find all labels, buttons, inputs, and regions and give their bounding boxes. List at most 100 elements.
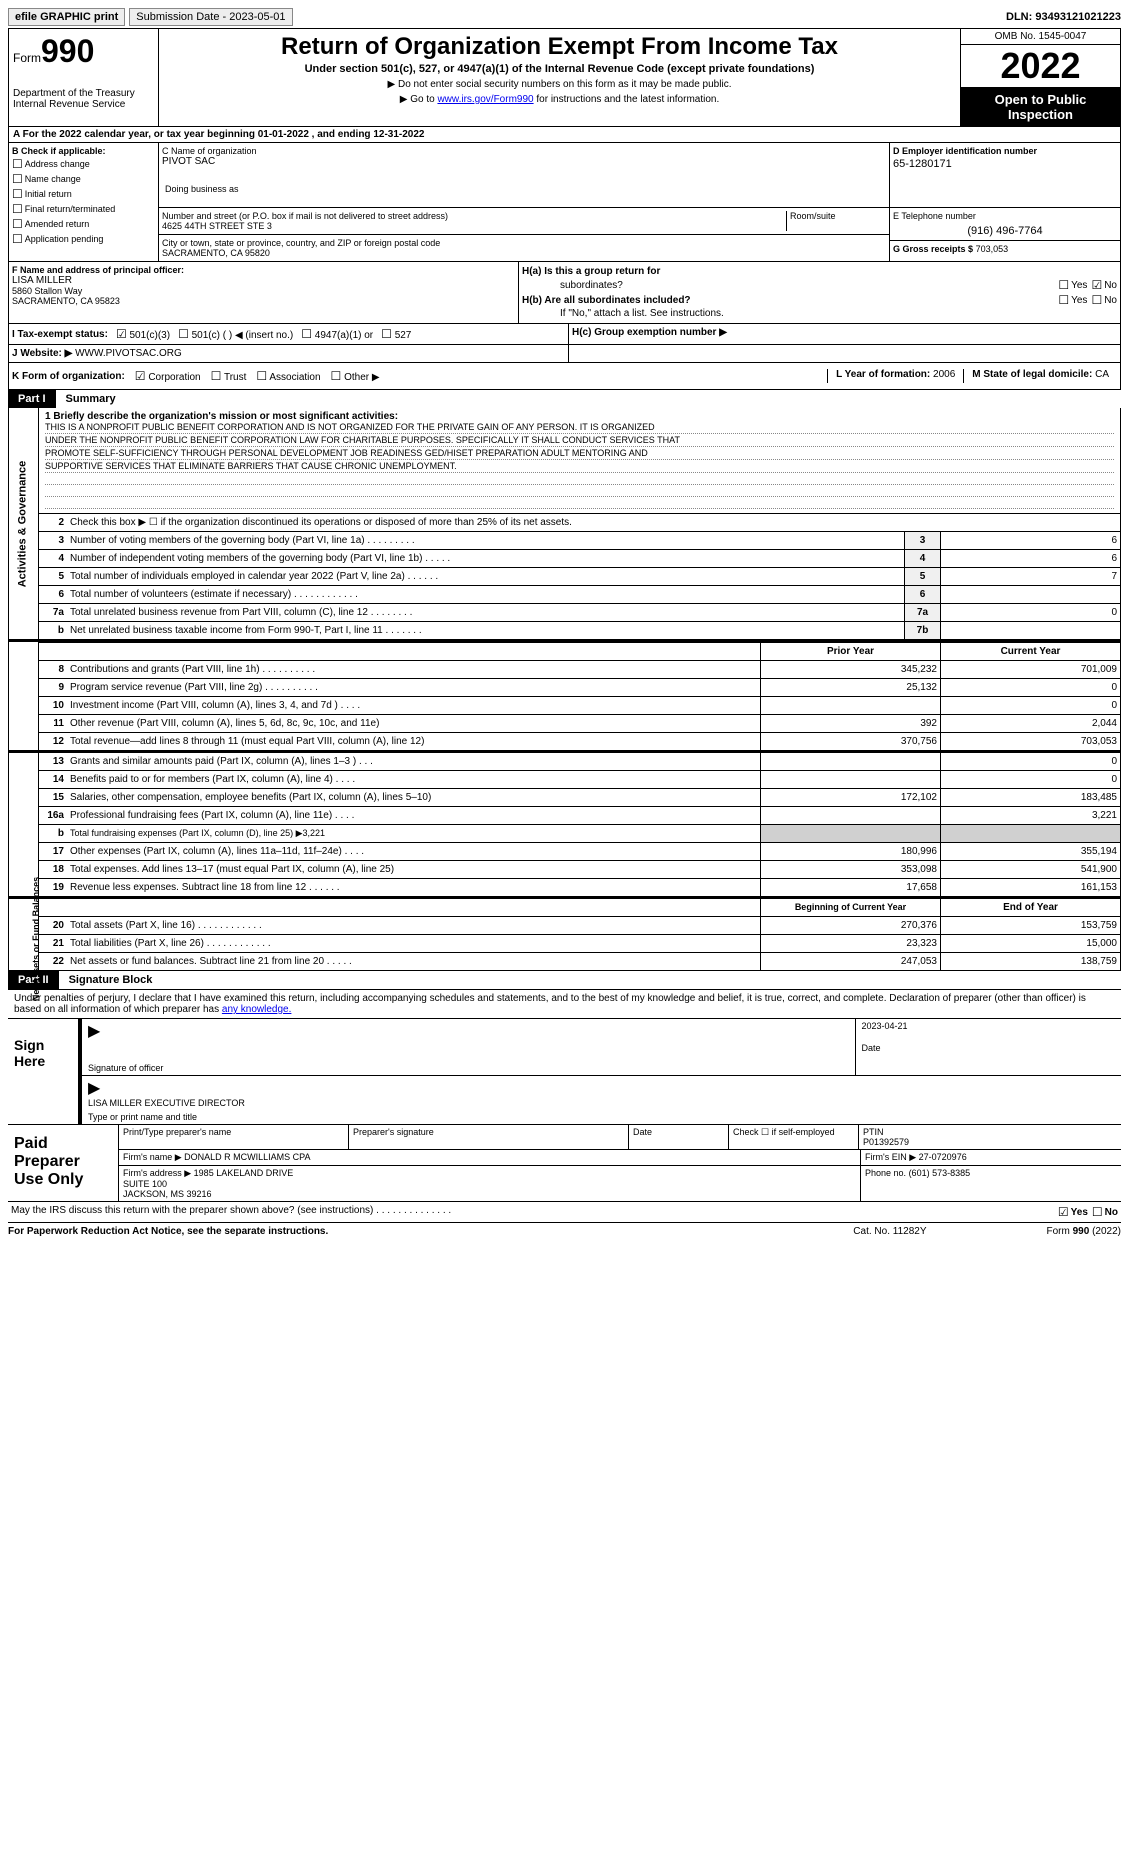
checkbox-amended[interactable] <box>12 217 23 231</box>
p22: 247,053 <box>760 953 940 970</box>
checkbox-initial[interactable] <box>12 187 23 201</box>
street-value: 4625 44TH STREET STE 3 <box>162 221 786 231</box>
tax-exempt-row: I Tax-exempt status: 501(c)(3) 501(c) ( … <box>8 324 1121 345</box>
checkbox-assoc[interactable] <box>256 372 267 383</box>
checkbox-discuss-yes[interactable] <box>1058 1205 1069 1219</box>
p18: 353,098 <box>760 861 940 878</box>
paid-preparer-block: Paid Preparer Use Only Print/Type prepar… <box>8 1124 1121 1202</box>
phone-label: Phone no. <box>865 1168 906 1178</box>
section-b: B Check if applicable: Address change Na… <box>9 143 159 261</box>
line-7b: Net unrelated business taxable income fr… <box>67 622 904 639</box>
checkbox-discuss-no[interactable] <box>1092 1205 1103 1219</box>
line-14: Benefits paid to or for members (Part IX… <box>67 771 760 788</box>
rev-section: Revenue Prior YearCurrent Year 8Contribu… <box>8 640 1121 751</box>
checkbox-527[interactable] <box>381 330 392 341</box>
lbl-yes2: Yes <box>1071 295 1087 306</box>
line-15: Salaries, other compensation, employee b… <box>67 789 760 806</box>
mission-label: 1 Briefly describe the organization's mi… <box>45 411 1114 422</box>
sign-here-block: Sign Here ▶ Signature of officer 2023-04… <box>8 1018 1121 1124</box>
sig-date-label: Date <box>862 1043 1116 1053</box>
checkbox-hb-no[interactable] <box>1091 293 1102 307</box>
efile-print-button[interactable]: efile GRAPHIC print <box>8 8 125 26</box>
submission-date-button[interactable]: Submission Date - 2023-05-01 <box>129 8 292 26</box>
part-1-num: Part I <box>8 390 56 408</box>
checkbox-app-pending[interactable] <box>12 232 23 246</box>
prior-year-hdr: Prior Year <box>760 643 940 660</box>
form-note-2: ▶ Go to www.irs.gov/Form990 for instruct… <box>163 94 956 105</box>
lbl-corp: Corporation <box>148 372 200 383</box>
form-subtitle: Under section 501(c), 527, or 4947(a)(1)… <box>163 63 956 75</box>
decl-link[interactable]: any knowledge. <box>222 1004 292 1015</box>
part-1-title: Summary <box>56 390 1121 408</box>
telephone-value: (916) 496-7764 <box>893 225 1117 237</box>
section-f: F Name and address of principal officer:… <box>9 262 519 323</box>
p19: 17,658 <box>760 879 940 896</box>
checkbox-ha-yes[interactable] <box>1058 278 1069 292</box>
checkbox-4947[interactable] <box>301 330 312 341</box>
c20: 153,759 <box>940 917 1120 934</box>
checkbox-name-change[interactable] <box>12 172 23 186</box>
line-3: Number of voting members of the governin… <box>67 532 904 549</box>
checkbox-addr-change[interactable] <box>12 157 23 171</box>
prep-sig-label: Preparer's signature <box>349 1125 629 1149</box>
checkbox-corp[interactable] <box>135 372 146 383</box>
c16a: 3,221 <box>940 807 1120 824</box>
val-5: 7 <box>940 568 1120 585</box>
prep-date-label: Date <box>629 1125 729 1149</box>
form-990-page: efile GRAPHIC print Submission Date - 20… <box>0 0 1129 1248</box>
c22: 138,759 <box>940 953 1120 970</box>
line-19: Revenue less expenses. Subtract line 18 … <box>67 879 760 896</box>
lbl-501c3: 501(c)(3) <box>130 330 171 341</box>
lbl-527: 527 <box>395 330 412 341</box>
part-2-title: Signature Block <box>59 971 1121 989</box>
line-5: Total number of individuals employed in … <box>67 568 904 585</box>
p10 <box>760 697 940 714</box>
p14 <box>760 771 940 788</box>
side-net: Net Assets or Fund Balances <box>31 877 41 1001</box>
gross-receipts-value: 703,053 <box>976 244 1009 254</box>
phone-value: (601) 573-8385 <box>909 1168 971 1178</box>
line-11: Other revenue (Part VIII, column (A), li… <box>67 715 760 732</box>
c13: 0 <box>940 753 1120 770</box>
c12: 703,053 <box>940 733 1120 750</box>
mission-blank3 <box>45 498 1114 509</box>
p16b <box>760 825 940 842</box>
firm-addr-label: Firm's address ▶ <box>123 1168 191 1178</box>
d-label: D Employer identification number <box>893 146 1117 156</box>
ptin-value: P01392579 <box>863 1137 1117 1147</box>
irs-link[interactable]: www.irs.gov/Form990 <box>437 94 533 105</box>
checkbox-ha-no[interactable] <box>1091 278 1102 292</box>
c14: 0 <box>940 771 1120 788</box>
line-20: Total assets (Part X, line 16) . . . . .… <box>67 917 760 934</box>
g-label: G Gross receipts $ <box>893 244 973 254</box>
b-header: B Check if applicable: <box>12 146 155 156</box>
checkbox-other[interactable] <box>331 372 342 383</box>
checkbox-final[interactable] <box>12 202 23 216</box>
lbl-assoc: Association <box>269 372 320 383</box>
c19: 161,153 <box>940 879 1120 896</box>
mission-blank2 <box>45 486 1114 497</box>
c17: 355,194 <box>940 843 1120 860</box>
line-10: Investment income (Part VIII, column (A)… <box>67 697 760 714</box>
checkbox-trust[interactable] <box>211 372 222 383</box>
lbl-4947: 4947(a)(1) or <box>315 330 373 341</box>
form-note-1: ▶ Do not enter social security numbers o… <box>163 79 956 90</box>
checkbox-501c3[interactable] <box>116 330 127 341</box>
right-info: E Telephone number (916) 496-7764 G Gros… <box>890 208 1120 261</box>
checkbox-501c[interactable] <box>178 330 189 341</box>
line-7a: Total unrelated business revenue from Pa… <box>67 604 904 621</box>
p16a <box>760 807 940 824</box>
city-label: City or town, state or province, country… <box>162 238 886 248</box>
arrow-icon-2: ▶ <box>88 1080 100 1097</box>
checkbox-hb-yes[interactable] <box>1058 293 1069 307</box>
firm-ein-value: 27-0720976 <box>919 1152 967 1162</box>
arrow-icon: ▶ <box>88 1023 100 1040</box>
val-7a: 0 <box>940 604 1120 621</box>
header-left: Form990 Department of the Treasury Inter… <box>9 29 159 126</box>
line-17: Other expenses (Part IX, column (A), lin… <box>67 843 760 860</box>
mission-l1: THIS IS A NONPROFIT PUBLIC BENEFIT CORPO… <box>45 422 1114 434</box>
website-row: J Website: ▶ WWW.PIVOTSAC.ORG <box>8 345 1121 363</box>
form-num: 990 <box>41 33 94 69</box>
header-mid: Return of Organization Exempt From Incom… <box>159 29 960 126</box>
hc-label: H(c) Group exemption number ▶ <box>572 327 727 338</box>
